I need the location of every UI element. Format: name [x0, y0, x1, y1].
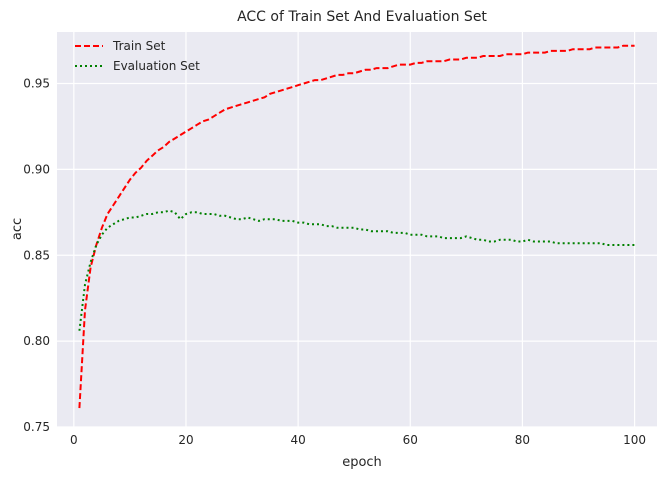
series-line-1: [78, 209, 635, 331]
chart-title: ACC of Train Set And Evaluation Set: [237, 9, 487, 25]
series-line-0: [78, 44, 635, 409]
x-tick-label: 40: [290, 433, 305, 447]
legend-label: Train Set: [112, 39, 166, 53]
y-tick-label: 0.95: [23, 77, 50, 91]
x-tick-label: 0: [70, 433, 78, 447]
y-tick-label: 0.85: [23, 248, 50, 262]
x-tick-label: 100: [623, 433, 646, 447]
legend: Train Set Evaluation Set: [75, 39, 200, 73]
grid: [57, 32, 657, 428]
x-tick-labels: 0 20 40 60 80 100: [70, 433, 646, 447]
y-tick-label: 0.90: [23, 162, 50, 176]
x-tick-label: 80: [515, 433, 530, 447]
y-axis-label: acc: [10, 218, 25, 240]
legend-label: Evaluation Set: [113, 59, 200, 73]
series-layer: [78, 44, 635, 409]
y-tick-labels: 0.75 0.80 0.85 0.90 0.95: [23, 77, 50, 434]
x-tick-label: 20: [178, 433, 193, 447]
x-tick-label: 60: [403, 433, 418, 447]
x-axis-label: epoch: [342, 455, 382, 470]
y-tick-label: 0.80: [23, 334, 50, 348]
y-tick-label: 0.75: [23, 420, 50, 434]
